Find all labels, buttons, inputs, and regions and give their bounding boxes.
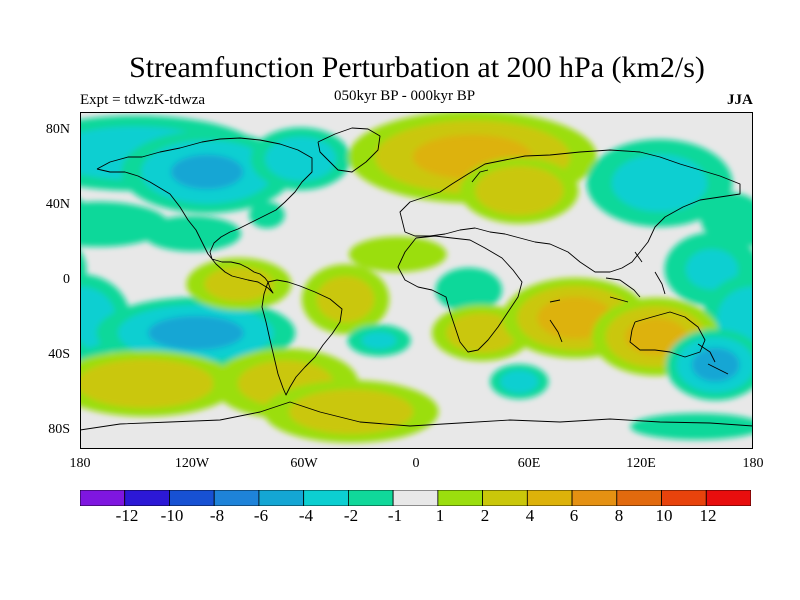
negative-anomaly-contour: [143, 215, 242, 252]
negative-anomaly-contour: [685, 249, 739, 290]
positive-anomaly-contour: [348, 236, 447, 273]
colorbar-swatch: [303, 490, 349, 506]
map-frame: [80, 112, 753, 449]
colorbar-swatch: [80, 490, 126, 506]
colorbar-label: 10: [655, 506, 673, 525]
colorbar-label: 2: [480, 506, 490, 525]
coastline-africa: [397, 235, 523, 353]
colorbar-label: -1: [387, 506, 403, 525]
colorbar-swatch: [437, 490, 483, 506]
colorbar-label: 4: [525, 506, 535, 525]
negative-anomaly-contour: [170, 154, 244, 190]
coastlines: [80, 127, 753, 431]
colorbar-label: 6: [569, 506, 579, 525]
negative-anomaly-contour: [80, 199, 89, 231]
period-label: 050kyr BP - 000kyr BP: [334, 88, 476, 104]
positive-anomaly-contour: [625, 317, 687, 356]
colorbar-label: -8: [209, 506, 225, 525]
colorbar-label: -12: [115, 506, 139, 525]
positive-anomaly-contour: [204, 267, 274, 302]
colorbar-swatch: [347, 490, 394, 506]
colorbar-swatch: [124, 490, 170, 506]
negative-anomaly-contour: [361, 331, 397, 350]
colorbar-swatch: [169, 490, 215, 506]
colorbar-label: -4: [298, 506, 314, 525]
lat-tick-label: 80N: [45, 122, 70, 137]
colorbar-label: 8: [614, 506, 624, 525]
coastline-antarctica: [80, 401, 753, 431]
colorbar-swatch: [571, 490, 618, 506]
lon-tick-label: 180: [742, 456, 764, 471]
lon-tick-label: 60E: [517, 456, 541, 471]
lon-tick-label: 180: [69, 456, 91, 471]
coastline-north-america: [96, 137, 313, 294]
colorbar-swatch: [258, 490, 305, 506]
colorbar-swatch: [526, 490, 573, 506]
coastline-australia: [629, 311, 706, 358]
colorbar-label: -2: [343, 506, 359, 525]
colorbar-swatch: [661, 490, 707, 506]
negative-anomaly-contour: [265, 136, 337, 181]
coastline-greenland: [317, 127, 381, 173]
positive-anomaly-contour: [80, 359, 214, 408]
coastline-islands: [471, 169, 729, 375]
positive-anomaly-contour: [316, 276, 375, 323]
map-panel: [80, 112, 753, 449]
lat-tick-label: 40S: [48, 347, 70, 362]
colorbar-swatch: [616, 490, 662, 506]
lon-tick-label: 0: [412, 456, 420, 471]
lat-tick-label: 0: [63, 272, 70, 287]
colorbar: [80, 490, 751, 506]
negative-anomaly-contour: [435, 267, 503, 313]
plot-title: Streamfunction Perturbation at 200 hPa (…: [129, 51, 705, 84]
colorbar-swatch: [213, 490, 260, 506]
lon-tick-label: 120W: [174, 456, 210, 471]
negative-anomaly-contour: [630, 413, 753, 440]
coastline-south-america: [261, 279, 343, 396]
colorbar-label: 12: [699, 506, 717, 525]
colorbar-label: 1: [435, 506, 445, 525]
positive-anomaly-contour: [446, 312, 518, 353]
negative-anomaly-contour: [611, 154, 708, 212]
season-label: JJA: [727, 92, 753, 108]
negative-anomaly-contour: [500, 370, 539, 394]
colorbar-swatch: [705, 490, 751, 506]
lat-tick-label: 40N: [45, 197, 70, 212]
positive-anomaly-contour: [288, 389, 414, 434]
negative-anomaly-contour: [699, 192, 753, 238]
colorbar-label: -6: [253, 506, 269, 525]
colorbar-label: -10: [160, 506, 184, 525]
colorbar-swatch: [482, 490, 528, 506]
colorbar-swatch: [392, 490, 439, 506]
lon-tick-label: 60W: [290, 456, 318, 471]
lat-tick-label: 80S: [48, 422, 70, 437]
coastline-eurasia: [399, 149, 741, 273]
negative-anomaly-contour: [148, 315, 244, 350]
lon-tick-label: 120E: [626, 456, 656, 471]
positive-anomaly-contour: [475, 166, 564, 216]
experiment-label: Expt = tdwzK-tdwza: [80, 92, 206, 108]
